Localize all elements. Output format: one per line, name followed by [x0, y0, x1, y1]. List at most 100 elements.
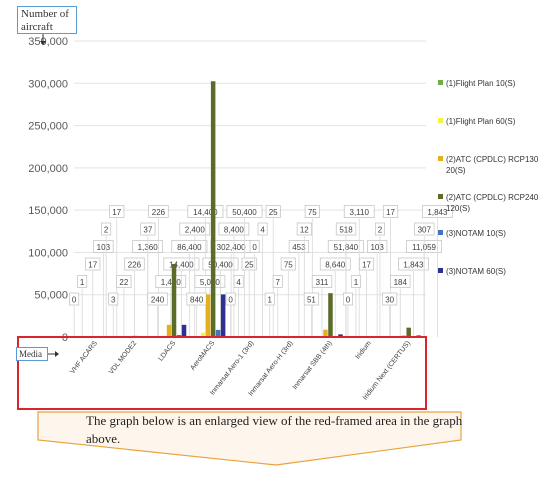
- bar: [406, 327, 411, 337]
- data-label: 12: [300, 226, 309, 235]
- data-label-box: [335, 222, 357, 236]
- data-label: 518: [339, 226, 353, 235]
- data-label: 453: [292, 243, 306, 252]
- data-label-box: [311, 275, 333, 288]
- data-label: 22: [119, 278, 128, 287]
- data-label: 8,640: [325, 261, 346, 270]
- data-label-box: [296, 222, 312, 236]
- data-label: 1: [267, 296, 272, 305]
- bar: [200, 332, 206, 337]
- data-label-box: [77, 275, 88, 288]
- data-label: 17: [362, 261, 371, 270]
- data-label: 103: [97, 243, 111, 252]
- legend-item: (3)NOTAM 60(S): [438, 266, 548, 277]
- y-tick-label: 50,000: [34, 290, 68, 302]
- bar: [166, 324, 172, 337]
- data-label-box: [382, 292, 398, 306]
- data-label: 75: [308, 208, 317, 217]
- bar: [215, 329, 221, 337]
- data-label-box: [343, 205, 375, 218]
- legend-label: (1)Flight Plan 10(S): [446, 79, 516, 88]
- bar: [171, 263, 177, 337]
- data-label: 311: [316, 278, 329, 287]
- data-label-box: [303, 292, 319, 306]
- data-label-box: [148, 205, 169, 218]
- data-label-box: [233, 275, 244, 288]
- y-axis-pointer-head: [40, 41, 46, 45]
- data-label-box: [69, 292, 80, 306]
- data-label: 2,400: [185, 226, 206, 235]
- y-axis-title: Number of aircraft: [17, 6, 77, 34]
- legend-item: (3)NOTAM 10(S): [438, 228, 548, 239]
- data-label: 86,400: [177, 243, 202, 252]
- data-label-box: [124, 257, 145, 271]
- bar: [176, 334, 182, 337]
- data-label-box: [85, 257, 101, 271]
- data-label: 51: [307, 296, 316, 305]
- data-label: 75: [284, 261, 293, 270]
- data-label: 184: [394, 278, 408, 287]
- data-label-leaders: 01171032173222261,360372262401,44014,400…: [69, 205, 453, 337]
- data-label-box: [265, 205, 281, 218]
- data-label-box: [350, 275, 361, 288]
- legend-label: (2)ATC (CPDLC) RCP130 20(S): [446, 155, 539, 175]
- legend-item: (2)ATC (CPDLC) RCP240 120(S): [438, 192, 548, 214]
- data-label-box: [116, 275, 132, 288]
- data-label: 50,400: [208, 261, 233, 270]
- data-label: 0: [252, 243, 257, 252]
- data-label: 1,843: [427, 208, 448, 217]
- data-label-box: [342, 292, 353, 306]
- data-label: 0: [72, 296, 77, 305]
- data-label: 3,110: [350, 208, 370, 217]
- data-label: 14,400: [193, 208, 218, 217]
- data-label-box: [414, 222, 435, 236]
- data-label-box: [288, 240, 310, 253]
- data-label-box: [422, 205, 453, 218]
- data-label-box: [280, 257, 296, 271]
- data-label-box: [398, 257, 429, 271]
- bar: [328, 293, 333, 337]
- data-label-box: [249, 240, 260, 253]
- data-label-box: [366, 240, 388, 253]
- data-label: 2: [378, 226, 383, 235]
- y-tick-label: 350,000: [28, 36, 68, 48]
- data-label-box: [194, 275, 226, 288]
- bar: [220, 294, 226, 337]
- data-label: 17: [386, 208, 395, 217]
- legend-swatch: [438, 230, 443, 235]
- data-label: 4: [236, 278, 241, 287]
- data-label-box: [179, 222, 211, 236]
- legend-item: (2)ATC (CPDLC) RCP130 20(S): [438, 154, 548, 176]
- data-label-box: [382, 205, 399, 218]
- legend-swatch: [438, 118, 443, 123]
- y-tick-label: 100,000: [28, 247, 68, 259]
- data-label-box: [225, 292, 236, 306]
- legend-item: (1)Flight Plan 60(S): [438, 116, 548, 127]
- data-label-box: [257, 222, 268, 236]
- x-axis-title: Media: [16, 347, 48, 361]
- data-label-box: [218, 222, 250, 236]
- bar: [205, 294, 211, 337]
- legend-label: (1)Flight Plan 60(S): [446, 117, 516, 126]
- data-label: 1: [354, 278, 359, 287]
- data-label: 17: [88, 261, 97, 270]
- legend-swatch: [438, 194, 443, 199]
- caption-text: The graph below is an enlarged view of t…: [86, 413, 463, 446]
- data-label-box: [304, 205, 320, 218]
- data-label-box: [241, 257, 257, 271]
- enlargement-arrow: [37, 411, 462, 466]
- red-frame: [17, 336, 427, 410]
- data-label: 7: [275, 278, 280, 287]
- legend-swatch: [438, 156, 443, 161]
- data-label: 25: [245, 261, 254, 270]
- data-label: 14,400: [169, 261, 194, 270]
- data-label-box: [374, 222, 385, 236]
- down-arrow-shape: [37, 411, 462, 466]
- data-label: 30: [385, 296, 394, 305]
- data-label: 302,400: [217, 243, 246, 252]
- legend-swatch: [438, 268, 443, 273]
- y-tick-label: 200,000: [28, 163, 68, 175]
- y-tick-label: 300,000: [28, 78, 68, 90]
- bar: [338, 334, 343, 337]
